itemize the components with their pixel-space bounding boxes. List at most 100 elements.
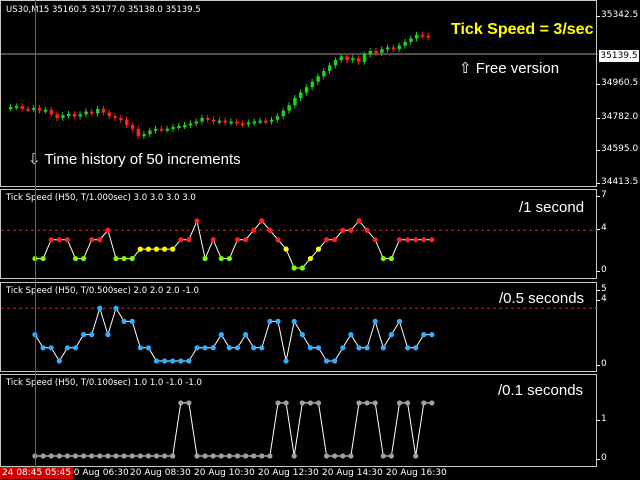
speed-point: [89, 332, 95, 338]
candle-body: [281, 110, 286, 117]
speed-point: [259, 218, 265, 224]
speed-point: [275, 237, 281, 243]
indicator-pane-1s[interactable]: Tick Speed (H50, T/1.000sec) 3.0 3.0 3.0…: [0, 189, 598, 279]
indicator-axis-01s: 1 0: [597, 374, 640, 467]
candle-body: [293, 98, 297, 106]
indicator-label: /0.5 seconds: [499, 290, 585, 307]
axis-tick: 1: [597, 414, 607, 424]
price-tick: 34960.5: [596, 78, 639, 88]
speed-point: [153, 358, 160, 364]
speed-point: [307, 255, 313, 262]
speed-point: [129, 453, 135, 459]
speed-point: [202, 453, 208, 459]
indicator-label: /0.1 seconds: [498, 382, 584, 399]
speed-point: [259, 345, 265, 351]
candle-body: [32, 107, 36, 110]
candle-body: [235, 121, 239, 124]
candle-body: [61, 115, 65, 118]
speed-point: [291, 453, 297, 459]
speed-point: [267, 453, 273, 459]
price-chart-pane[interactable]: US30,M15 35160.5 35177.0 35138.0 35139.5…: [0, 0, 598, 187]
candle-body: [241, 123, 245, 126]
speed-point: [210, 345, 216, 351]
candle-body: [206, 117, 210, 120]
candle-body: [20, 106, 25, 109]
speed-line: [35, 219, 432, 269]
axis-tick: 0: [597, 453, 607, 463]
indicator-plot: [1, 218, 598, 271]
candle-body: [200, 117, 204, 122]
speed-point: [202, 345, 208, 351]
speed-point: [267, 227, 273, 233]
speed-point: [332, 358, 338, 364]
candle-body: [49, 109, 54, 115]
speed-point: [405, 345, 411, 351]
speed-point: [186, 400, 192, 406]
speed-point: [121, 318, 127, 324]
price-tick: 34413.5: [596, 177, 639, 187]
speed-point: [315, 345, 322, 351]
candle-body: [171, 126, 175, 129]
candle-body: [310, 81, 315, 88]
speed-point: [380, 255, 386, 262]
speed-point: [178, 358, 184, 364]
time-label: 20 Aug 08:30: [130, 468, 191, 478]
indicator-header: Tick Speed (H50, T/0.100sec) 1.0 1.0 -1.…: [6, 378, 202, 388]
candle-body: [84, 111, 88, 115]
candle-body: [345, 56, 349, 61]
speed-point: [153, 246, 160, 252]
speed-point: [40, 453, 46, 459]
history-note: ⇩ Time history of 50 increments: [28, 151, 241, 168]
speed-point: [243, 332, 249, 338]
speed-point: [283, 246, 289, 252]
candle-body: [380, 49, 384, 53]
speed-point: [267, 318, 273, 324]
speed-point: [121, 255, 127, 262]
speed-point: [364, 345, 370, 351]
time-label: 20 Aug 10:30: [194, 468, 255, 478]
speed-point: [372, 237, 378, 243]
speed-point: [421, 332, 427, 338]
speed-point: [307, 400, 313, 406]
speed-point: [113, 453, 119, 459]
speed-point: [40, 345, 46, 351]
speed-point: [113, 255, 119, 262]
speed-point: [429, 400, 435, 406]
price-axis: 35342.5 34960.5 34782.0 34595.0 34413.5: [596, 0, 640, 187]
axis-tick: 0: [597, 265, 607, 275]
time-label: 20 Aug 06:30: [68, 468, 129, 478]
speed-point: [299, 400, 305, 406]
speed-point: [170, 358, 176, 364]
candlestick-plot: [1, 31, 598, 139]
speed-point: [89, 237, 95, 243]
speed-point: [251, 227, 257, 233]
candle-body: [420, 34, 425, 37]
speed-point: [162, 246, 168, 252]
speed-point: [396, 237, 403, 243]
speed-point: [234, 453, 241, 459]
candle-body: [362, 54, 367, 62]
speed-point: [315, 246, 322, 252]
speed-point: [275, 400, 281, 406]
speed-point: [275, 318, 281, 324]
indicator-pane-05s[interactable]: Tick Speed (H50, T/0.500sec) 2.0 2.0 2.0…: [0, 282, 598, 372]
candle-body: [339, 56, 344, 61]
candle-body: [9, 107, 13, 110]
speed-point: [388, 332, 394, 338]
candle-body: [246, 122, 251, 125]
candle-body: [130, 125, 135, 129]
speed-point: [348, 332, 354, 338]
speed-point: [307, 345, 313, 351]
speed-point: [121, 453, 127, 459]
candle-body: [119, 117, 123, 120]
speed-point: [226, 453, 232, 459]
axis-tick: 5: [597, 284, 607, 294]
speed-point: [315, 400, 322, 406]
candle-body: [299, 92, 303, 99]
candle-body: [217, 120, 222, 123]
axis-tick: 4: [597, 294, 607, 304]
speed-point: [48, 453, 54, 459]
candle-body: [26, 108, 30, 111]
indicator-pane-01s[interactable]: Tick Speed (H50, T/0.100sec) 1.0 1.0 -1.…: [0, 374, 597, 467]
